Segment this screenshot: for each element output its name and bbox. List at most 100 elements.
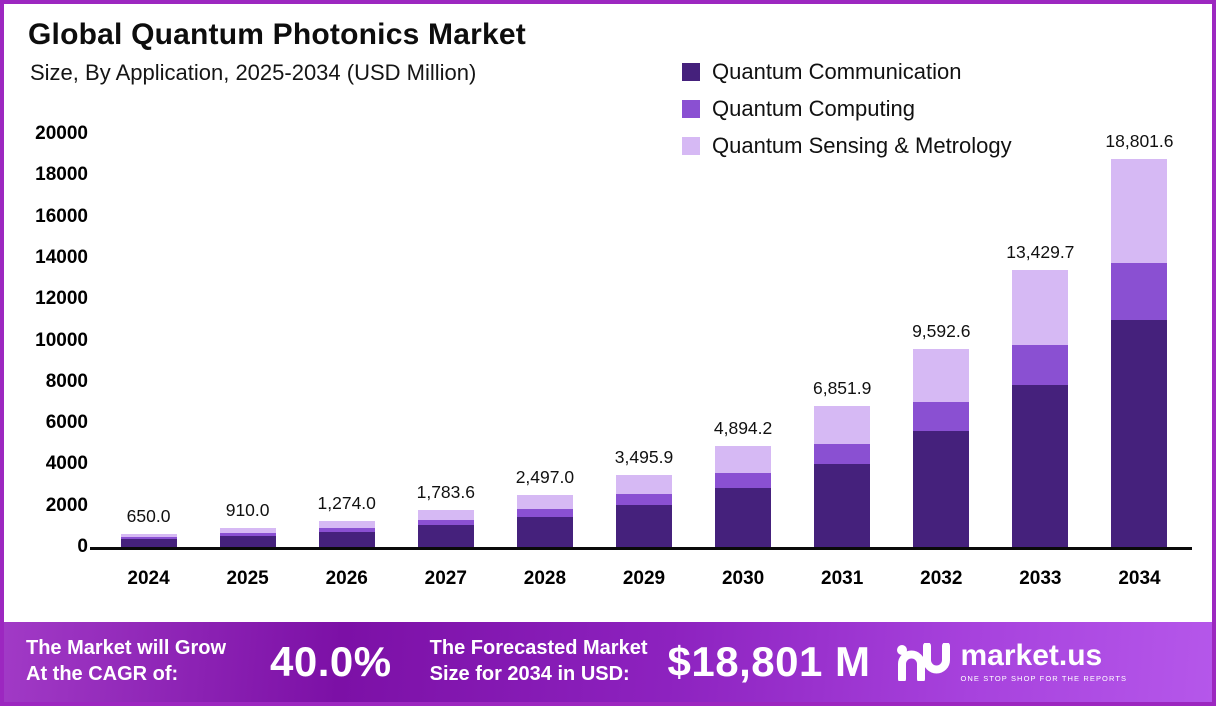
bar-segment-quantum-communication: [1111, 319, 1168, 547]
bar-segment-quantum-computing: [715, 473, 772, 488]
bar-segment-quantum-communication: [516, 516, 573, 547]
stacked-bar-2031: [814, 405, 871, 547]
y-tick-label: 20000: [35, 123, 88, 144]
legend: Quantum Communication Quantum Computing Qu…: [682, 59, 1012, 159]
y-tick-label: 14000: [35, 246, 88, 268]
bar-value-label: 18,801.6: [1105, 130, 1174, 151]
stacked-bar-2025: [219, 528, 276, 547]
cagr-label-line2: At the CAGR of:: [26, 663, 179, 685]
bar-segment-quantum-communication: [318, 531, 375, 547]
legend-label: Quantum Computing: [712, 96, 915, 121]
bar-value-label: 910.0: [225, 500, 270, 521]
legend-label: Quantum Sensing & Metrology: [712, 133, 1012, 158]
stacked-bar-2030: [715, 445, 772, 547]
bar-segment-quantum-computing: [616, 494, 672, 505]
bar-segment-quantum-sensing-metrology: [318, 520, 375, 528]
y-tick-label: 18000: [35, 164, 88, 186]
bar-segment-quantum-computing: [1012, 344, 1069, 385]
bar-segment-quantum-communication: [417, 525, 474, 547]
bar-segment-quantum-sensing-metrology: [219, 528, 276, 534]
bar-value-label: 9,592.6: [912, 320, 971, 341]
y-tick-label: 4000: [45, 453, 88, 475]
x-tick-label: 2024: [127, 568, 170, 589]
cagr-value: 40.0%: [270, 638, 392, 685]
bar-segment-quantum-computing: [516, 509, 573, 517]
bar-value-label: 2,497.0: [515, 467, 575, 488]
bar-segment-quantum-computing: [318, 527, 375, 532]
bar-segment-quantum-computing: [219, 533, 276, 537]
market-us-logo-icon: [897, 643, 951, 681]
y-tick-label: 16000: [35, 205, 88, 227]
legend-swatch-quantum-sensing-metrology: [682, 137, 700, 155]
market-us-logo: market.us ONE STOP SHOP FOR THE REPORTS: [896, 641, 1127, 683]
stacked-bar-2034: [1111, 158, 1168, 547]
brand-text: market.us ONE STOP SHOP FOR THE REPORTS: [960, 639, 1128, 684]
bar-value-label: 6,851.9: [812, 377, 872, 398]
y-tick-label: 0: [77, 536, 88, 557]
bar-segment-quantum-communication: [120, 539, 177, 547]
y-tick-label: 8000: [45, 370, 88, 392]
bar-value-label: 650.0: [126, 505, 171, 526]
bar-segment-quantum-sensing-metrology: [715, 445, 772, 474]
x-tick-label: 2027: [424, 568, 467, 589]
chart-title: Global Quantum Photonics Market: [28, 18, 526, 51]
x-tick-label: 2029: [622, 568, 666, 589]
y-axis: 0 2000 4000 6000 8000 10000 12000 14000 16000 180…: [4, 4, 88, 604]
legend-item-quantum-communication: Quantum Communication: [682, 59, 1012, 85]
brand-tagline: ONE STOP SHOP FOR THE REPORTS: [960, 674, 1128, 683]
bar-value-label: 3,495.9: [614, 446, 674, 467]
x-tick-label: 2031: [821, 568, 864, 589]
stacked-bar-2026: [318, 520, 375, 547]
bar-segment-quantum-communication: [1012, 384, 1069, 547]
bar-value-label: 4,894.2: [713, 417, 773, 438]
bar-segment-quantum-sensing-metrology: [913, 348, 970, 403]
x-axis-labels: 2024 2025 2026 2027 2028 2029 2030 2031 2032 2033…: [99, 564, 1189, 596]
bar-segment-quantum-sensing-metrology: [417, 510, 474, 521]
bar-segment-quantum-computing: [417, 520, 474, 526]
stacked-bar-2029: [616, 474, 672, 547]
legend-swatch-quantum-communication: [682, 63, 700, 81]
bar-segment-quantum-communication: [814, 464, 871, 547]
bar-segment-quantum-computing: [913, 402, 970, 432]
x-tick-label: 2033: [1019, 568, 1062, 589]
legend-item-quantum-computing: Quantum Computing: [682, 96, 1012, 122]
bar-segment-quantum-sensing-metrology: [120, 533, 177, 538]
x-tick-label: 2034: [1118, 568, 1161, 589]
y-tick-label: 10000: [35, 329, 88, 351]
cagr-label: The Market will Grow At the CAGR of:: [26, 636, 226, 687]
bar-segment-quantum-communication: [715, 487, 772, 547]
forecast-label-line1: The Forecasted Market: [429, 637, 648, 660]
bar-value-label: 13,429.7: [1006, 241, 1075, 262]
legend-item-quantum-sensing-metrology: Quantum Sensing & Metrology: [682, 133, 1012, 159]
bar-value-label: 1,274.0: [317, 492, 376, 513]
x-tick-label: 2025: [226, 568, 269, 589]
x-tick-label: 2032: [920, 568, 963, 589]
forecast-value: $18,801 M: [667, 638, 871, 685]
y-tick-label: 2000: [45, 494, 88, 516]
legend-label: Quantum Communication: [712, 59, 962, 84]
x-tick-label: 2026: [325, 568, 368, 589]
plot-area: 650.0 910.0 1,274.0 1,783.6 2,497.0 3,495.9 4,…: [99, 131, 1189, 547]
cagr-label-line1: The Market will Grow: [26, 637, 227, 660]
bar-segment-quantum-sensing-metrology: [1111, 158, 1168, 264]
bar-segment-quantum-computing: [814, 443, 871, 465]
bar-segment-quantum-communication: [219, 536, 276, 547]
bar-segment-quantum-sensing-metrology: [516, 495, 573, 510]
x-tick-label: 2028: [523, 568, 567, 589]
stacked-bar-2027: [417, 510, 474, 547]
y-tick-label: 12000: [35, 288, 88, 310]
x-tick-label: 2030: [721, 568, 765, 589]
stacked-bar-2033: [1012, 269, 1069, 547]
bar-segment-quantum-sensing-metrology: [1012, 269, 1069, 345]
x-axis-line: [90, 547, 1192, 550]
footer-banner: The Market will Grow At the CAGR of: 40.…: [4, 622, 1212, 702]
stacked-bar-2032: [913, 348, 970, 547]
bar-segment-quantum-communication: [913, 431, 970, 547]
forecast-label-line2: Size for 2034 in USD:: [429, 663, 630, 685]
brand-name: market.us: [960, 639, 1103, 672]
bar-segment-quantum-computing: [1111, 263, 1168, 320]
legend-swatch-quantum-computing: [682, 100, 700, 118]
y-tick-label: 6000: [45, 412, 88, 434]
bar-segment-quantum-computing: [120, 537, 177, 540]
